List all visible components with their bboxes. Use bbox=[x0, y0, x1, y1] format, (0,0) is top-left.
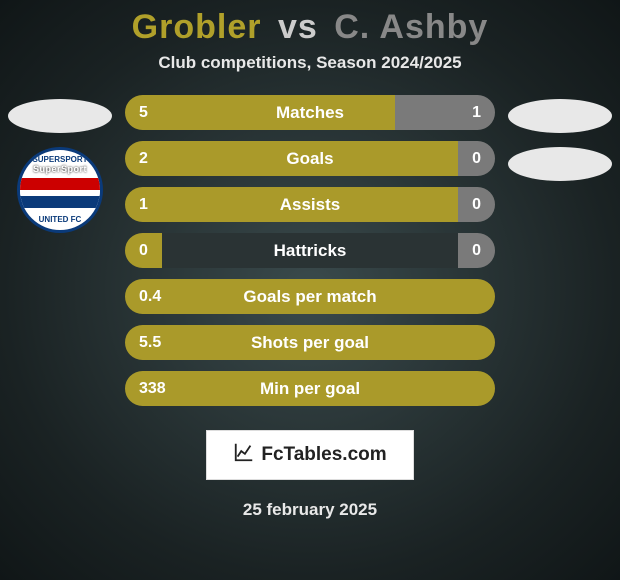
left-column: SUPERSPORT SuperSport UNITED FC bbox=[5, 95, 115, 406]
stat-row: Shots per goal5.5 bbox=[125, 325, 495, 360]
vs-label: vs bbox=[278, 8, 318, 46]
crest-mid: SuperSport bbox=[33, 164, 87, 174]
bar-left bbox=[125, 95, 395, 130]
bar-left bbox=[125, 279, 495, 314]
stat-row: Assists10 bbox=[125, 187, 495, 222]
stat-row: Goals per match0.4 bbox=[125, 279, 495, 314]
stat-row: Goals20 bbox=[125, 141, 495, 176]
page-title: Grobler vs C. Ashby bbox=[132, 8, 489, 47]
bar-left bbox=[125, 233, 162, 268]
player2-flag-placeholder bbox=[508, 99, 612, 133]
stat-label: Hattricks bbox=[125, 233, 495, 268]
stat-row: Matches51 bbox=[125, 95, 495, 130]
stat-row: Hattricks00 bbox=[125, 233, 495, 268]
player1-flag-placeholder bbox=[8, 99, 112, 133]
bar-right bbox=[458, 187, 495, 222]
player2-club-placeholder bbox=[508, 147, 612, 181]
club-crest: SUPERSPORT SuperSport UNITED FC bbox=[17, 147, 103, 233]
bar-left bbox=[125, 325, 495, 360]
bar-right bbox=[458, 233, 495, 268]
stat-row: Min per goal338 bbox=[125, 371, 495, 406]
player2-name: C. Ashby bbox=[334, 8, 488, 46]
bar-left bbox=[125, 187, 458, 222]
player1-name: Grobler bbox=[132, 8, 262, 46]
date-text: 25 february 2025 bbox=[243, 500, 377, 520]
crest-stripe bbox=[20, 178, 100, 208]
brand-badge: FcTables.com bbox=[206, 430, 413, 480]
bars-column: Matches51 Goals20 Assists10 Hattricks00 Goal… bbox=[125, 95, 495, 406]
bar-left bbox=[125, 371, 495, 406]
subtitle: Club competitions, Season 2024/2025 bbox=[158, 53, 461, 73]
bar-right bbox=[395, 95, 495, 130]
container: Grobler vs C. Ashby Club competitions, S… bbox=[0, 0, 620, 580]
bar-right bbox=[458, 141, 495, 176]
crest-top: SUPERSPORT bbox=[32, 156, 87, 164]
bar-left bbox=[125, 141, 458, 176]
stats-area: SUPERSPORT SuperSport UNITED FC Matches5… bbox=[0, 95, 620, 406]
brand-text: FcTables.com bbox=[261, 444, 386, 466]
crest-bot: UNITED FC bbox=[39, 216, 82, 224]
right-column bbox=[505, 95, 615, 406]
chart-icon bbox=[233, 441, 255, 469]
